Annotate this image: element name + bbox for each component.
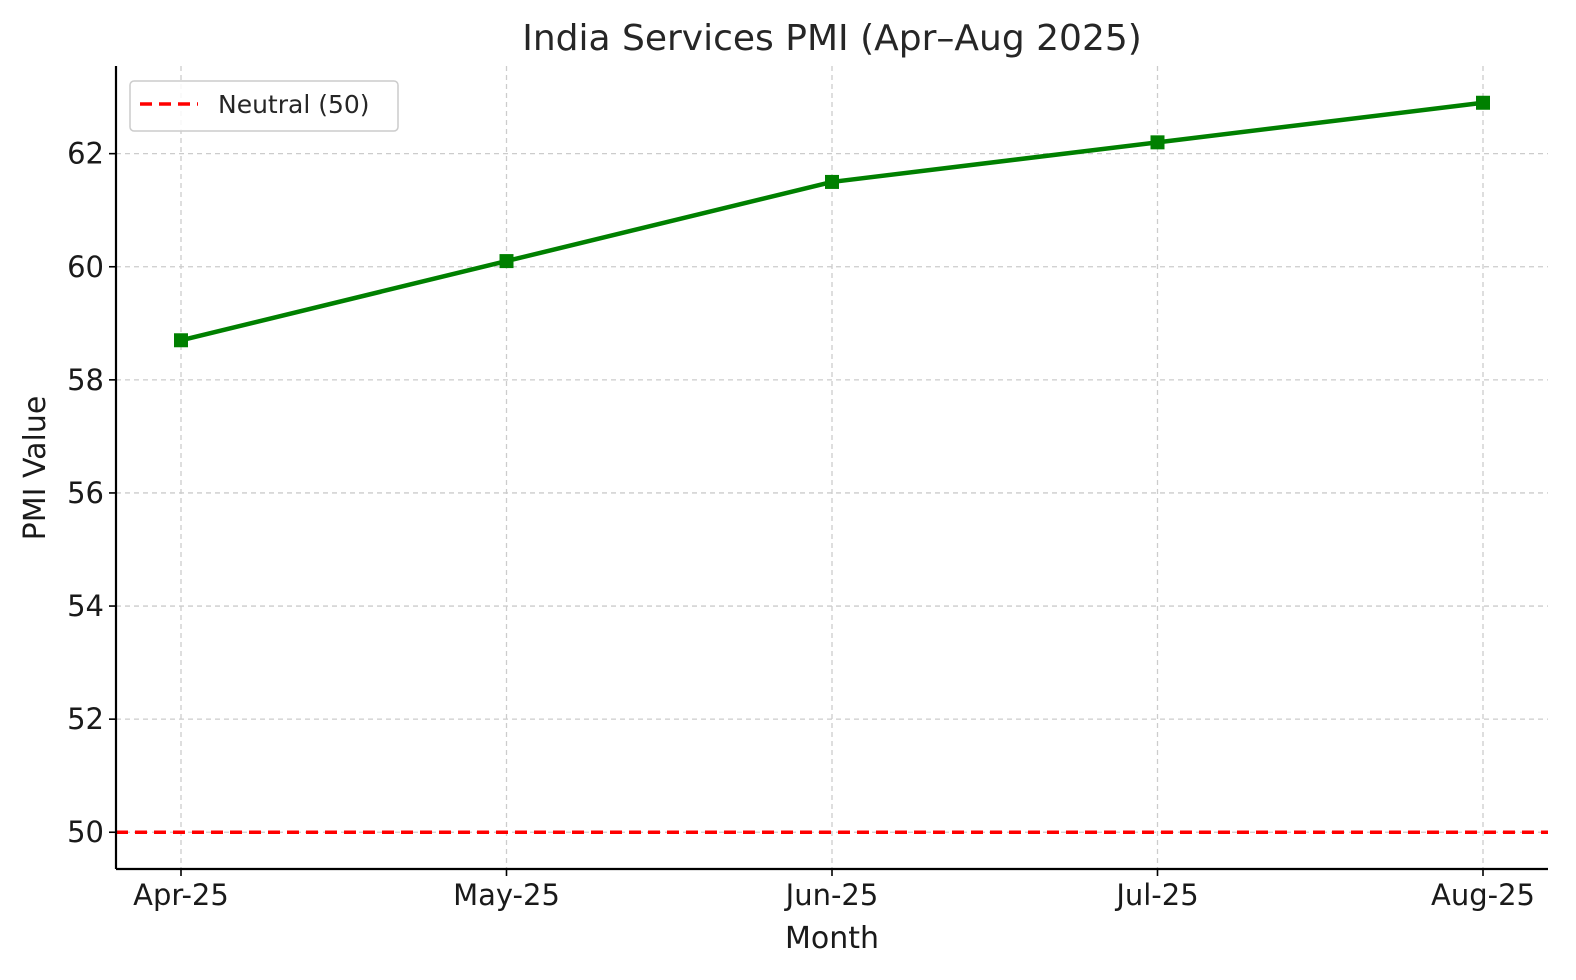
y-tick-label: 56	[67, 476, 104, 510]
legend-box	[129, 80, 399, 132]
y-tick-label: 50	[67, 815, 104, 849]
grid	[116, 66, 1548, 869]
x-tick-label: Apr-25	[133, 878, 229, 912]
y-axis-label: PMI Value	[18, 396, 53, 541]
y-tick-label: 62	[67, 137, 104, 171]
axes: 50 52 54 56 58 60 62 Apr-25 May-25 Jun-25 Jul-25 Au…	[67, 66, 1548, 912]
x-tick-label: May-25	[453, 878, 560, 912]
legend: Neutral (50)	[129, 80, 399, 132]
x-tick-label: Jun-25	[784, 878, 879, 912]
y-tick-label: 60	[67, 250, 104, 284]
x-tick-label: Jul-25	[1114, 878, 1198, 912]
data-point-marker	[1476, 95, 1490, 110]
x-tick-label: Aug-25	[1431, 878, 1535, 912]
data-point-marker	[499, 254, 514, 269]
y-tick-label: 52	[67, 702, 104, 736]
data-point-marker	[174, 333, 188, 348]
y-tick-label: 58	[67, 363, 104, 397]
x-axis-label: Month	[785, 921, 879, 956]
series-layer	[174, 95, 1490, 348]
chart-title: India Services PMI (Apr–Aug 2025)	[522, 18, 1142, 59]
legend-label-neutral: Neutral (50)	[218, 90, 370, 119]
y-tick-label: 54	[67, 589, 104, 623]
data-point-marker	[825, 174, 839, 189]
data-point-marker	[1150, 135, 1165, 150]
